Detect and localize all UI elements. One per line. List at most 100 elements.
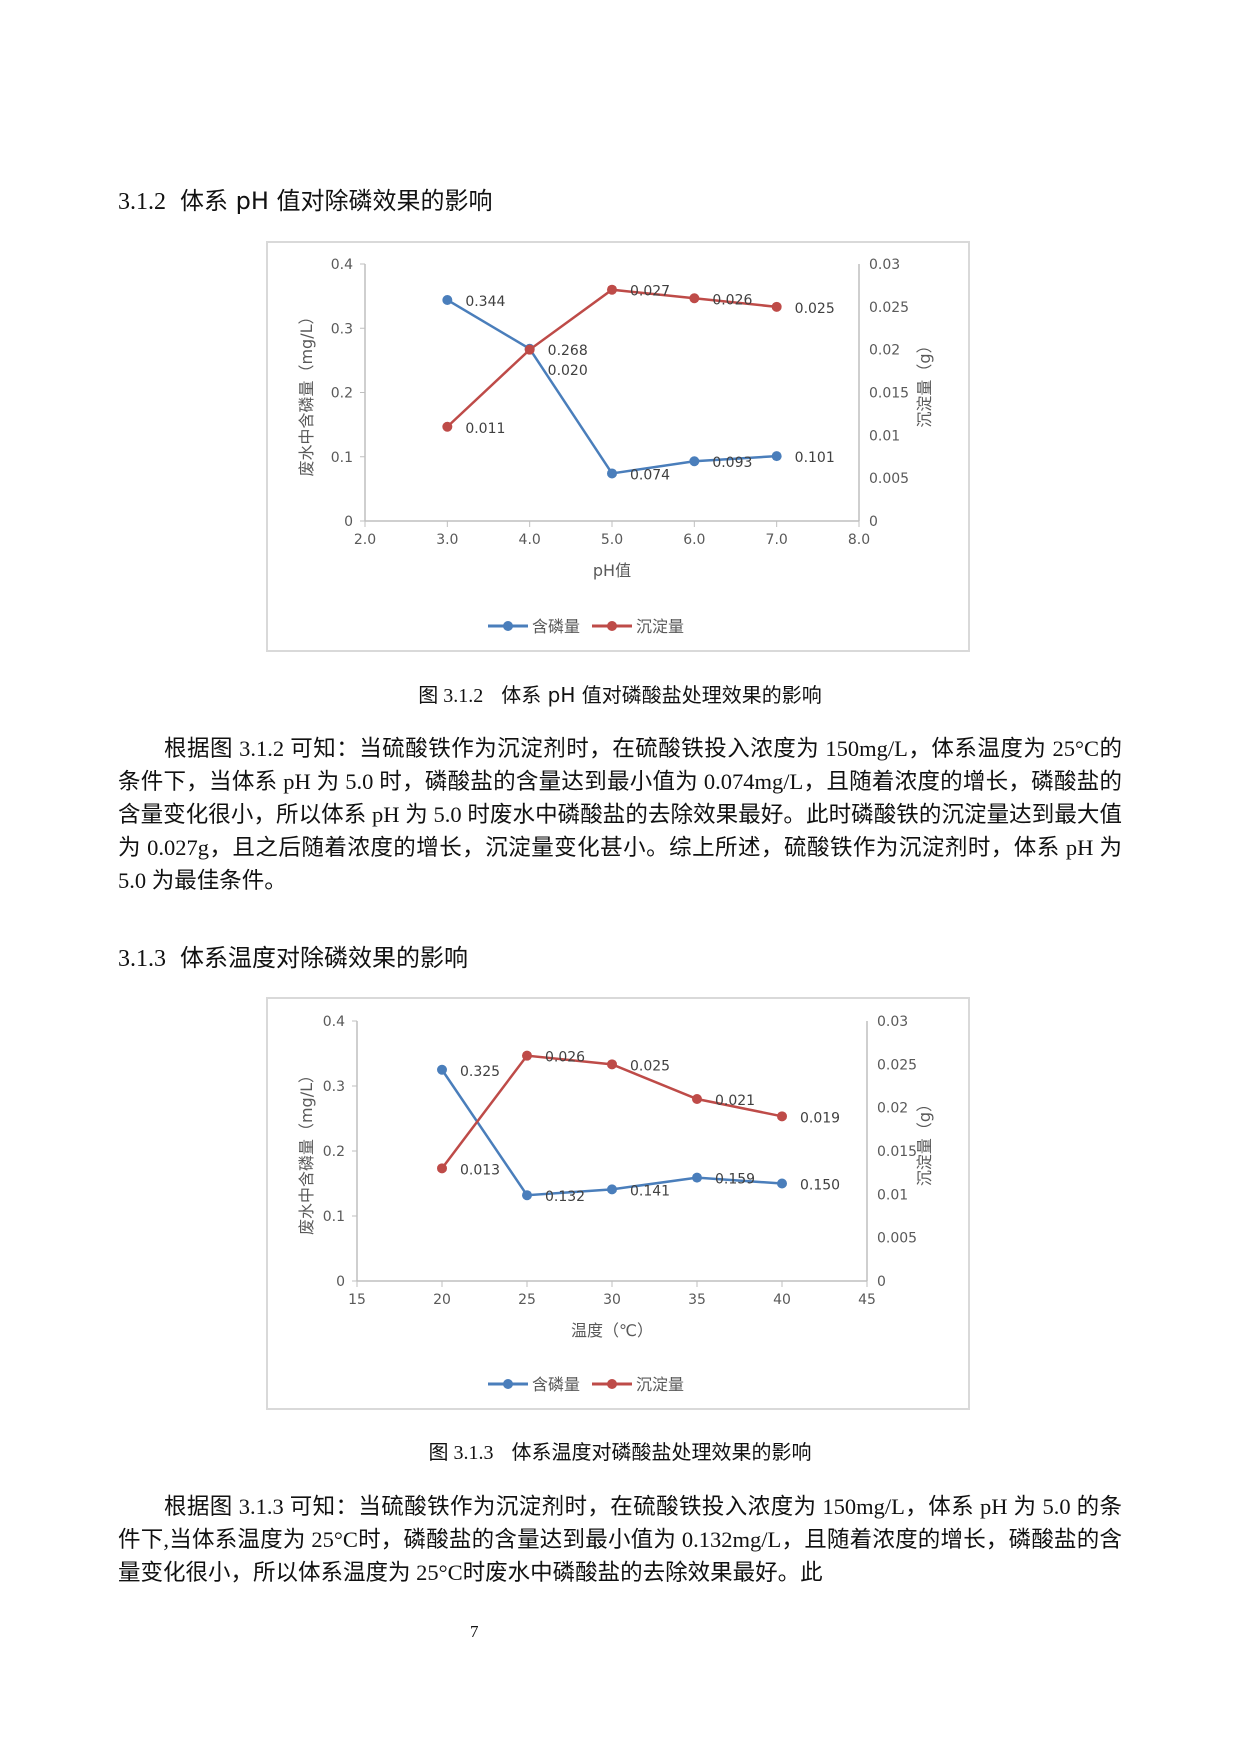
chart-svg: 2.0 3.0 4.0 5.0 6.0 7.0 8.0 0 0.1 0.2 0.3 0.4 0 0.005…	[297, 257, 934, 636]
section-heading-3-1-3: 3.1.3 体系温度对除磷效果的影响	[118, 938, 468, 973]
y-tick-label: 0.4	[331, 257, 353, 273]
y2-tick-label: 0.015	[877, 1144, 917, 1160]
data-label-0: 0.268	[548, 343, 588, 359]
paragraph-temperature-analysis: 根据图 3.1.3 可知：当硫酸铁作为沉淀剂时，在硫酸铁投入浓度为 150mg/…	[118, 1494, 1122, 1585]
x-tick-label: 15	[348, 1292, 366, 1308]
y2-axis-title: 沉淀量（g）	[915, 337, 934, 427]
y-tick-label: 0	[336, 1274, 345, 1290]
y-tick-label: 0.3	[331, 321, 353, 337]
data-point-1	[607, 1059, 617, 1070]
data-label-1: 0.025	[795, 301, 835, 317]
y2-axis-title: 沉淀量（g）	[915, 1096, 934, 1186]
y2-tick-label: 0.03	[869, 257, 900, 273]
legend-marker-1	[607, 1379, 617, 1389]
data-label-0: 0.101	[795, 450, 835, 466]
y-tick-label: 0	[344, 514, 353, 530]
figure-caption-3-1-3: 图 3.1.3 体系温度对磷酸盐处理效果的影响	[0, 1436, 1240, 1465]
x-tick-label: 4.0	[519, 532, 541, 548]
data-point-0	[689, 456, 700, 467]
data-point-1	[437, 1163, 447, 1174]
legend-label-0: 含磷量	[532, 1375, 580, 1394]
data-label-0: 0.093	[712, 455, 752, 471]
x-tick-label: 20	[433, 1292, 451, 1308]
section-title: 体系温度对除磷效果的影响	[180, 944, 468, 972]
chart-svg: 15 20 25 30 35 40 4500.10.20.30.400.0050.010.0…	[297, 1014, 934, 1394]
data-label-1: 0.011	[465, 421, 505, 437]
section-heading-3-1-2: 3.1.2 体系 pH 值对除磷效果的影响	[118, 181, 493, 216]
section-title: 体系 pH 值对除磷效果的影响	[180, 187, 493, 215]
y-tick-label: 0.1	[331, 450, 353, 466]
x-tick-label: 5.0	[601, 532, 623, 548]
x-tick-label: 2.0	[354, 532, 376, 548]
data-label-0: 0.344	[465, 294, 505, 310]
x-axis-title: pH值	[593, 561, 631, 580]
y2-tick-label: 0.02	[869, 343, 900, 359]
y2-tick-label: 0.025	[869, 300, 909, 316]
paragraph-ph-analysis: 根据图 3.1.2 可知：当硫酸铁作为沉淀剂时，在硫酸铁投入浓度为 150mg/…	[118, 736, 1122, 893]
data-label-1: 0.027	[630, 284, 670, 300]
y2-tick-label: 0.03	[877, 1014, 908, 1030]
y-tick-label: 0.2	[331, 386, 353, 402]
legend-marker-0	[503, 621, 513, 631]
data-point-1	[692, 1094, 702, 1104]
data-point-0	[522, 1190, 532, 1201]
data-label-1: 0.019	[800, 1110, 840, 1126]
section-number: 3.1.3	[118, 946, 166, 972]
data-label-1: 0.021	[715, 1093, 755, 1109]
x-tick-label: 40	[773, 1292, 791, 1308]
data-point-1	[771, 301, 782, 312]
chart-temperature-effect: 15 20 25 30 35 40 45 0 0.1 0.2 0.3 0.4 0 0.005 0.01 0.0…	[266, 997, 970, 1410]
x-tick-label: 7.0	[766, 532, 788, 548]
legend-label-1: 沉淀量	[636, 617, 684, 636]
figure-number: 图 3.1.2	[418, 685, 484, 707]
data-point-1	[442, 421, 453, 432]
data-point-1	[522, 1050, 532, 1061]
data-point-0	[607, 468, 617, 479]
data-label-1: 0.025	[630, 1058, 670, 1074]
y2-tick-label: 0.005	[877, 1231, 917, 1247]
data-point-0	[771, 451, 782, 462]
series-line-0	[446, 298, 777, 475]
figure-caption-text: 体系 pH 值对磷酸盐处理效果的影响	[501, 683, 822, 707]
y-tick-label: 0.2	[323, 1144, 345, 1160]
y2-tick-label: 0	[877, 1274, 886, 1290]
data-label-0: 0.150	[800, 1178, 840, 1194]
data-point-0	[607, 1184, 617, 1195]
data-point-1	[524, 344, 535, 355]
data-point-0	[442, 294, 453, 305]
data-label-0: 0.132	[545, 1189, 585, 1205]
data-label-0: 0.074	[630, 467, 670, 483]
data-label-1: 0.020	[548, 363, 588, 379]
data-label-1: 0.026	[545, 1050, 585, 1066]
data-point-0	[777, 1178, 787, 1189]
legend-label-1: 沉淀量	[636, 1375, 684, 1394]
y-tick-label: 0.1	[323, 1209, 345, 1225]
data-point-0	[692, 1172, 702, 1183]
figure-caption-text: 体系温度对磷酸盐处理效果的影响	[511, 1440, 812, 1464]
legend-label-0: 含磷量	[532, 617, 580, 636]
y-axis-title: 废水中含磷量（mg/L）	[297, 308, 316, 476]
x-tick-label: 25	[518, 1292, 536, 1308]
x-tick-label: 8.0	[848, 532, 870, 548]
y2-tick-label: 0.01	[877, 1187, 908, 1203]
series-line-1	[446, 288, 777, 428]
figure-number: 图 3.1.3	[428, 1442, 494, 1464]
y2-tick-label: 0	[869, 514, 878, 530]
legend-marker-0	[503, 1379, 513, 1389]
x-tick-label: 45	[858, 1292, 876, 1308]
y2-tick-label: 0.025	[877, 1057, 917, 1073]
section-number: 3.1.2	[118, 189, 166, 215]
x-tick-label: 6.0	[683, 532, 705, 548]
data-point-1	[777, 1111, 787, 1122]
data-label-0: 0.159	[715, 1172, 755, 1188]
y-axis-title: 废水中含磷量（mg/L）	[297, 1067, 316, 1235]
data-label-0: 0.141	[630, 1183, 670, 1199]
figure-caption-3-1-2: 图 3.1.2 体系 pH 值对磷酸盐处理效果的影响	[0, 679, 1240, 708]
x-axis-title: 温度（℃）	[571, 1321, 653, 1340]
page-number: 7	[470, 1622, 479, 1641]
y-tick-label: 0.3	[323, 1079, 345, 1095]
legend-marker-1	[607, 621, 617, 631]
x-tick-label: 30	[603, 1292, 621, 1308]
x-tick-label: 3.0	[436, 532, 458, 548]
data-label-0: 0.325	[460, 1064, 500, 1080]
